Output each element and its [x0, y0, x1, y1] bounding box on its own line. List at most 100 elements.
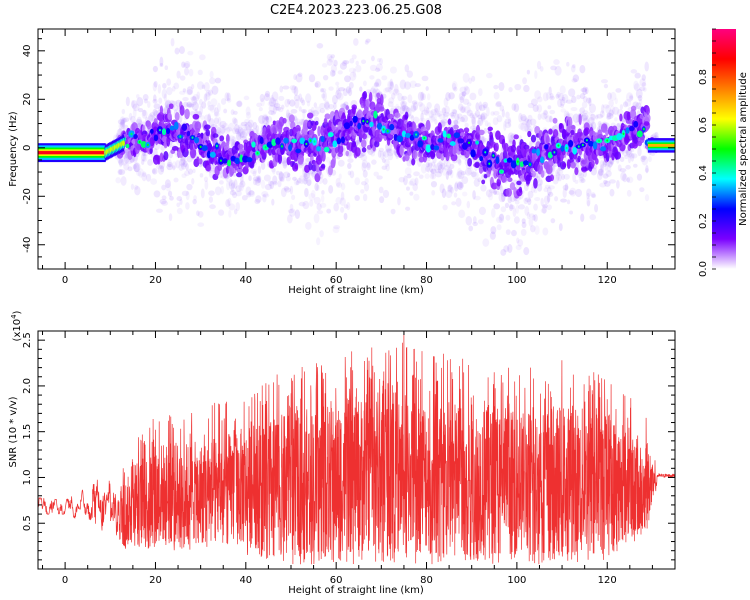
heatmap-cell — [146, 120, 152, 130]
heatmap-cell — [266, 141, 273, 148]
heatmap-cell — [461, 176, 469, 185]
heatmap-cell — [454, 181, 459, 190]
heatmap-cell — [326, 58, 333, 66]
heatmap-cell — [418, 117, 426, 122]
heatmap-cell — [332, 155, 336, 167]
heatmap-cell — [174, 112, 180, 121]
heatmap-cell — [425, 166, 430, 173]
heatmap-cell — [504, 202, 510, 209]
heatmap-cell — [510, 160, 517, 169]
heatmap-cell — [133, 163, 140, 173]
heatmap-cell — [209, 70, 214, 79]
heatmap-cell — [463, 85, 469, 91]
heatmap-cell — [191, 177, 195, 185]
heatmap-cell — [147, 100, 151, 109]
heatmap-cell — [287, 214, 293, 224]
heatmap-cell — [332, 226, 340, 234]
heatmap-cell — [445, 170, 449, 180]
heatmap-cell — [553, 151, 556, 154]
heatmap-cell — [131, 155, 138, 161]
heatmap-cell — [572, 63, 576, 69]
heatmap-cell — [570, 129, 575, 136]
heatmap-cell — [546, 193, 551, 203]
heatmap-cell — [354, 147, 361, 157]
heatmap-cell — [246, 192, 252, 198]
heatmap-cell — [370, 85, 378, 94]
heatmap-cell — [509, 204, 515, 210]
heatmap-cell — [219, 120, 227, 128]
heatmap-cell — [205, 91, 211, 101]
heatmap-cell — [634, 72, 641, 79]
heatmap-cell — [316, 154, 321, 162]
heatmap-cell — [248, 190, 255, 196]
heatmap-cell — [153, 80, 158, 88]
heatmap-cell — [622, 173, 628, 183]
heatmap-cell — [396, 135, 404, 143]
heatmap-cell — [38, 151, 104, 155]
heatmap-cell — [347, 162, 352, 170]
heatmap-cell — [360, 154, 368, 161]
heatmap-cell — [121, 153, 128, 159]
heatmap-cell — [478, 129, 485, 136]
heatmap-cell — [625, 164, 631, 170]
heatmap-cell — [531, 148, 537, 154]
snr-y-tick-label: 1.0 — [22, 470, 33, 486]
heatmap-cell — [606, 112, 612, 117]
heatmap-cell — [179, 135, 182, 138]
heatmap-cell — [232, 191, 238, 199]
heatmap-cell — [294, 162, 299, 170]
heatmap-cell — [298, 106, 302, 112]
heatmap-cell — [264, 116, 270, 121]
heatmap-cell — [180, 162, 187, 170]
heatmap-cell — [386, 129, 389, 133]
heatmap-cell — [606, 113, 614, 119]
heatmap-cell — [247, 119, 254, 128]
heatmap-cell — [214, 77, 222, 84]
heatmap-cell — [616, 180, 620, 189]
heatmap-cell — [228, 122, 235, 132]
heatmap-cell — [364, 40, 369, 45]
heatmap-cell — [639, 187, 645, 193]
heatmap-cell — [287, 208, 294, 214]
heatmap-cell — [537, 96, 543, 103]
heatmap-cell — [207, 113, 211, 123]
heatmap-cell — [540, 197, 544, 207]
heatmap-cell — [580, 114, 588, 122]
heatmap-cell — [550, 218, 556, 224]
heatmap-cell — [413, 171, 420, 177]
heatmap-cell — [404, 133, 412, 139]
heatmap-cell — [128, 112, 133, 121]
heatmap-cell — [594, 203, 599, 213]
heatmap-cell — [288, 144, 293, 152]
heatmap-cell — [433, 164, 437, 171]
heatmap-cell — [257, 175, 262, 184]
heatmap-cell — [194, 121, 202, 131]
heatmap-cell — [626, 189, 632, 197]
heatmap-cell — [191, 95, 198, 106]
heatmap-cell — [527, 130, 532, 138]
heatmap-cell — [262, 193, 270, 198]
spectrogram-x-tick-label: 40 — [239, 275, 252, 286]
heatmap-cell — [453, 86, 458, 92]
heatmap-cell — [280, 104, 285, 110]
heatmap-cell — [239, 128, 245, 139]
heatmap-cell — [382, 128, 385, 131]
heatmap-cell — [181, 123, 188, 132]
heatmap-cell — [425, 86, 429, 91]
heatmap-cell — [507, 177, 513, 183]
heatmap-cell — [316, 203, 322, 211]
heatmap-cell — [203, 93, 208, 102]
heatmap-cell — [645, 165, 649, 174]
heatmap-cell — [179, 105, 185, 116]
heatmap-cell — [581, 101, 588, 109]
heatmap-cell — [556, 171, 560, 181]
snr-x-tick-label: 80 — [420, 575, 433, 586]
heatmap-cell — [446, 133, 451, 139]
heatmap-cell — [585, 87, 589, 95]
heatmap-cell — [493, 110, 500, 116]
heatmap-cell — [514, 83, 522, 91]
heatmap-cell — [324, 102, 330, 111]
heatmap-cell — [279, 176, 285, 183]
heatmap-cell — [529, 118, 537, 126]
heatmap-cell — [288, 114, 295, 123]
